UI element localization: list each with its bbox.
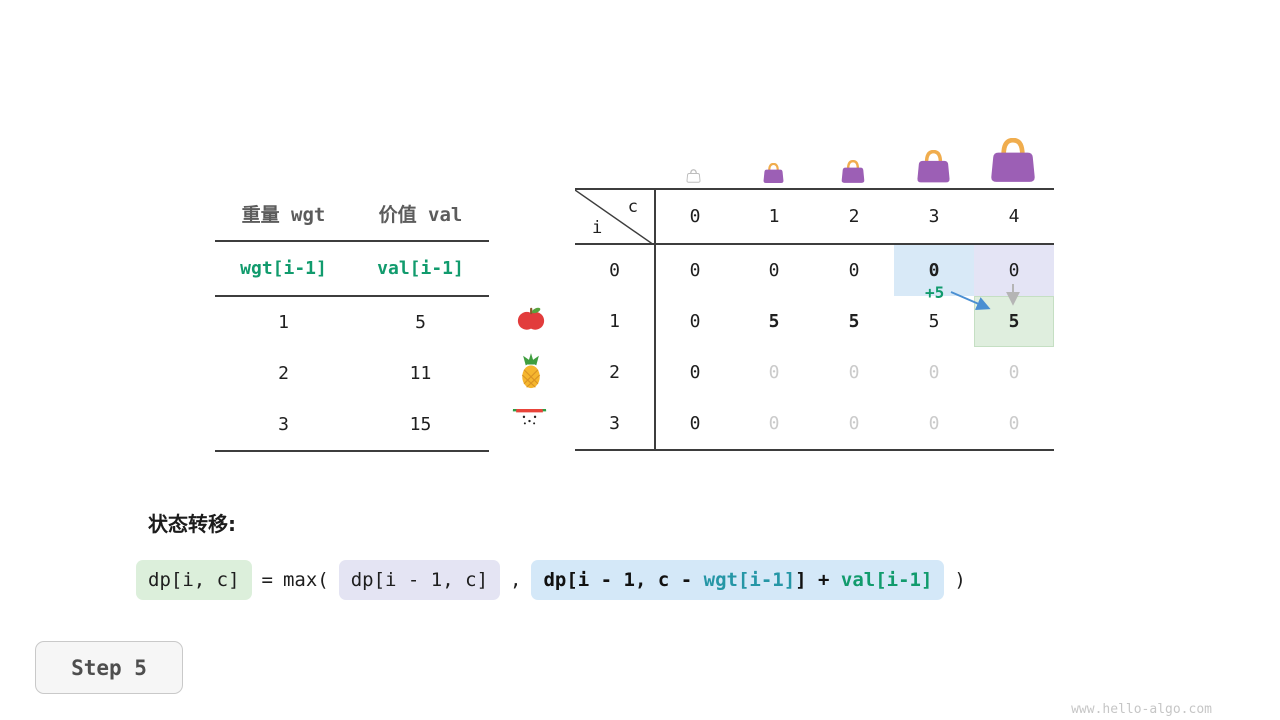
dp-cell-3-2: 0	[848, 413, 860, 434]
dp-col-header-1: 1	[734, 190, 814, 245]
item-2-weight: 2	[278, 363, 289, 384]
take-term-wgt: wgt[i-1]	[703, 569, 796, 591]
weight-column-header: 重量 wgt	[241, 203, 326, 226]
apple-icon	[516, 303, 546, 333]
take-term-prefix: dp[i - 1, c -	[543, 569, 704, 591]
close-paren: )	[954, 569, 966, 591]
item-3-weight: 3	[278, 414, 289, 435]
dp-cell-2-0: 0	[654, 347, 734, 398]
item-2-value: 11	[409, 363, 432, 384]
bag-icon-capacity-4	[988, 138, 1038, 184]
dp-col-header-0: 0	[654, 190, 734, 245]
value-array-label: val[i-1]	[377, 258, 464, 279]
dp-cell-1-3: 5	[928, 311, 940, 332]
dp-col-header-4: 4	[974, 190, 1054, 245]
watermark: www.hello-algo.com	[1071, 702, 1212, 717]
max-open: max(	[282, 569, 329, 591]
dp-col-header-2: 2	[814, 190, 894, 245]
state-transition-formula: dp[i, c] = max( dp[i - 1, c] , dp[i - 1,…	[136, 560, 966, 600]
added-value-annotation: +5	[925, 283, 945, 302]
item-axis-label: i	[592, 218, 603, 238]
dp-cell-2-2: 0	[848, 362, 860, 383]
step-label: Step 5	[71, 655, 147, 680]
bag-icon-capacity-2	[840, 160, 866, 184]
equals-sign: =	[261, 569, 273, 591]
items-table: 重量 wgt 价值 val wgt[i-1] val[i-1] 1 5 2 11…	[215, 186, 489, 452]
pineapple-icon	[517, 353, 545, 390]
capacity-axis-label: c	[627, 197, 638, 217]
item-row-1: 1 5	[215, 297, 489, 348]
dp-current-term: dp[i, c]	[136, 560, 252, 600]
dp-cell-3-1: 0	[768, 413, 780, 434]
value-column-header: 价值 val	[378, 203, 463, 226]
dp-cell-1-2: 5	[848, 311, 860, 332]
dp-cell-0-4: 0	[974, 245, 1054, 296]
dp-col-header-3: 3	[894, 190, 974, 245]
dp-cell-1-0: 0	[654, 296, 734, 347]
dp-cell-0-2: 0	[848, 260, 860, 281]
dp-corner-cell: c i	[575, 190, 654, 245]
bag-icon-capacity-1	[762, 163, 785, 184]
dp-cell-3-4: 0	[1008, 413, 1020, 434]
bag-icon-capacity-3	[915, 150, 952, 184]
dp-cell-3-0: 0	[654, 398, 734, 449]
item-1-weight: 1	[278, 312, 289, 333]
item-1-value: 5	[415, 312, 426, 333]
take-term-mid: ] +	[795, 569, 841, 591]
dp-row-label-2: 2	[609, 362, 620, 383]
items-table-array-row: wgt[i-1] val[i-1]	[215, 242, 489, 297]
item-row-3: 3 15	[215, 399, 489, 452]
take-term-val: val[i-1]	[840, 569, 933, 591]
dp-cell-0-1: 0	[768, 260, 780, 281]
items-table-header-row: 重量 wgt 价值 val	[215, 186, 489, 242]
dp-row-label-3: 3	[609, 413, 620, 434]
dp-table: c i 0 1 2 3 4 0 0 0 0 0 0 1 0 5 5 5 5 2 …	[575, 188, 1054, 451]
dp-skip-term: dp[i - 1, c]	[338, 560, 501, 600]
dp-take-term: dp[i - 1, c - wgt[i-1]] + val[i-1]	[531, 560, 945, 600]
dp-cell-2-3: 0	[928, 362, 940, 383]
item-row-2: 2 11	[215, 348, 489, 399]
weight-array-label: wgt[i-1]	[240, 258, 327, 279]
state-transition-heading: 状态转移:	[148, 512, 236, 536]
dp-cell-0-3: 0	[894, 245, 974, 296]
dp-cell-2-1: 0	[768, 362, 780, 383]
watermelon-icon	[511, 394, 548, 434]
dp-cell-0-0: 0	[654, 245, 734, 296]
step-indicator: Step 5	[35, 641, 183, 694]
dp-cell-2-4: 0	[1008, 362, 1020, 383]
dp-cell-3-3: 0	[928, 413, 940, 434]
dp-row-label-1: 1	[609, 311, 620, 332]
dp-cell-1-1: 5	[768, 311, 780, 332]
corner-diagonal-line	[575, 190, 654, 245]
bag-icon-capacity-0	[686, 169, 701, 183]
comma: ,	[510, 569, 522, 591]
item-3-value: 15	[409, 414, 432, 435]
dp-cell-1-4: 5	[974, 296, 1054, 347]
dp-row-label-0: 0	[609, 260, 620, 281]
